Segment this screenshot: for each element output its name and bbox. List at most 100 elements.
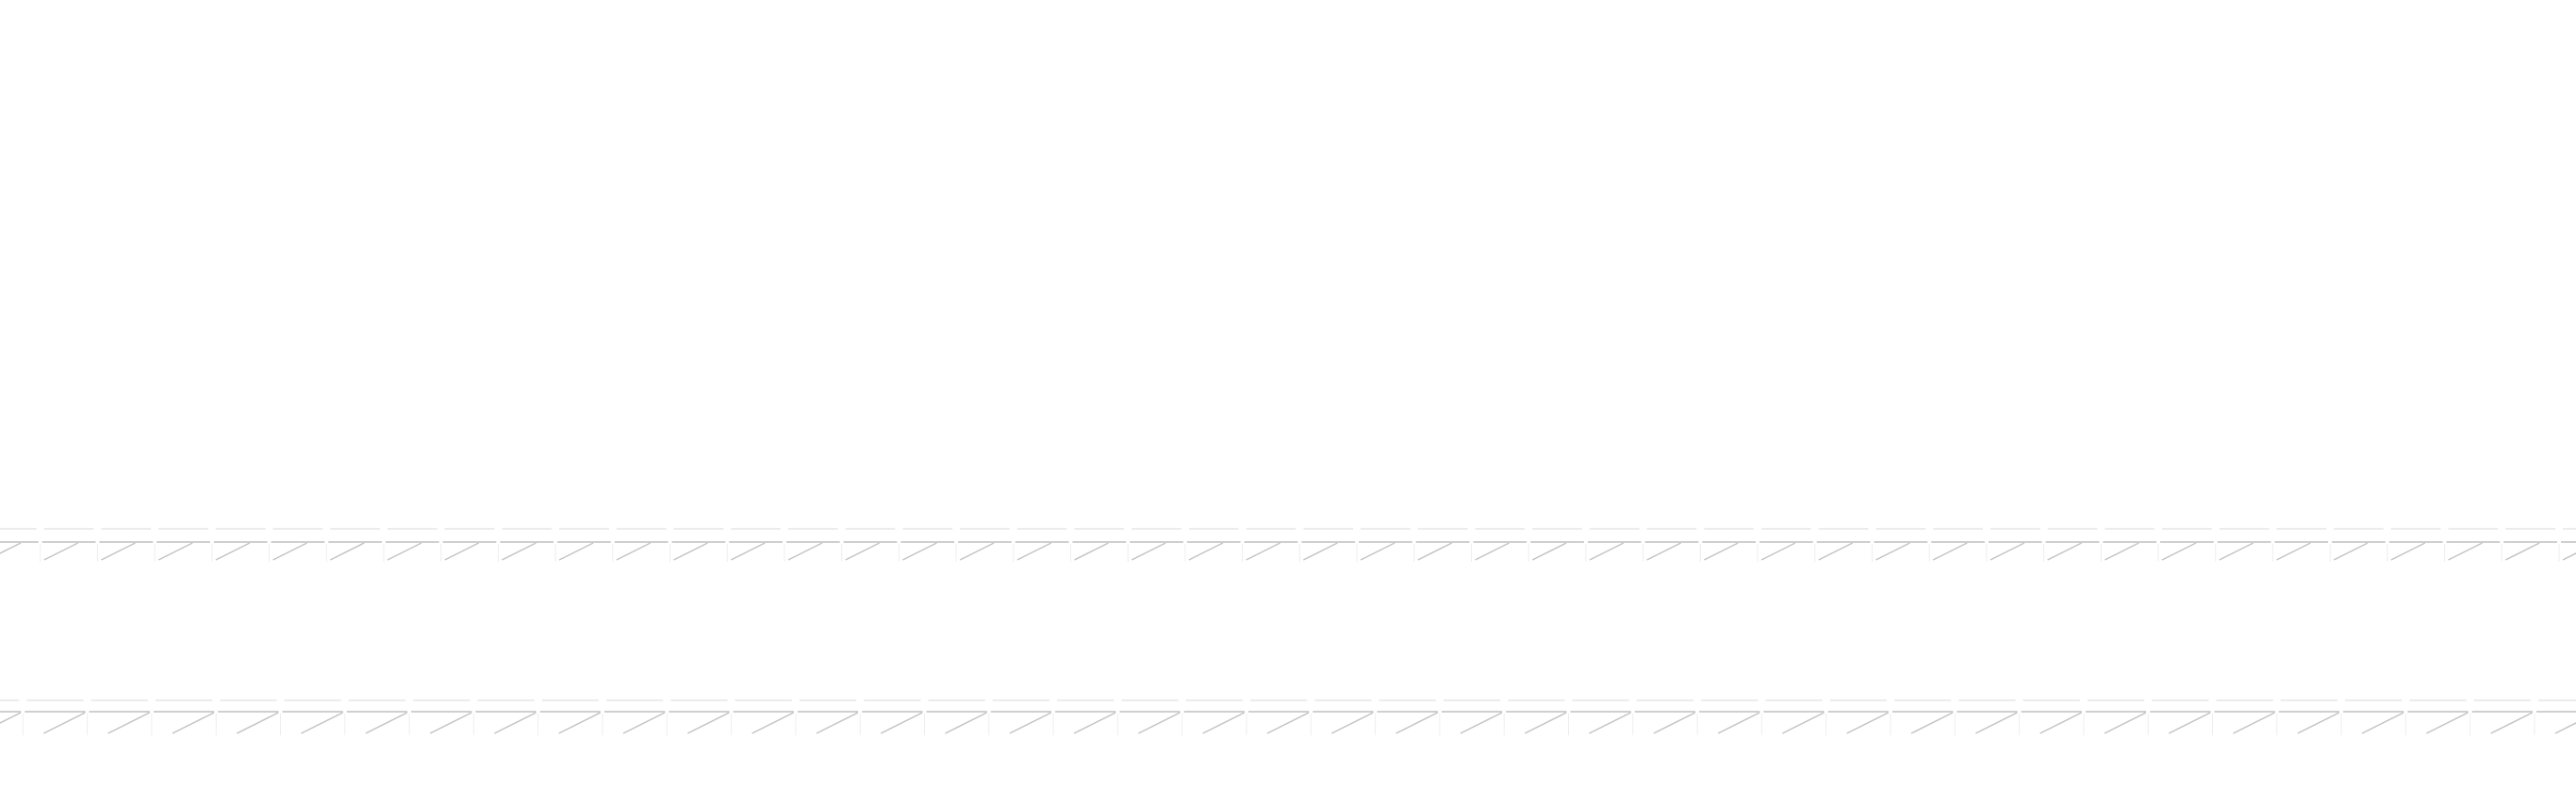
tile-slash (2562, 552, 2576, 561)
track-tile (0, 699, 22, 724)
tile-slash (2047, 542, 2082, 561)
tile-slash (502, 542, 537, 561)
track-tile (1246, 699, 1310, 735)
tiled-track-strip-top (0, 524, 2576, 566)
track-tile (2043, 528, 2100, 562)
tile-slash (1846, 712, 1890, 734)
track-tile (1310, 699, 1374, 735)
tile-slash (616, 542, 652, 561)
tile-slash (2448, 542, 2483, 561)
track-tile (1070, 528, 1127, 562)
tile-slash (2426, 712, 2469, 734)
tile-slash (2219, 542, 2254, 561)
track-tile (1890, 699, 1954, 735)
tile-slash (1246, 542, 1280, 561)
tile-slash (272, 542, 307, 561)
track-tile (1298, 528, 1356, 562)
tile-slash (2490, 712, 2534, 734)
tile-slash (1782, 712, 1825, 734)
track-tile (215, 699, 279, 735)
track-tile (1375, 699, 1438, 735)
tile-slash (236, 712, 279, 734)
tile-slash (2390, 542, 2426, 561)
tile-slash (301, 712, 343, 734)
track-tile (87, 699, 150, 735)
tile-slash (1703, 542, 1739, 561)
tile-slash (387, 542, 422, 561)
track-tile (1184, 528, 1241, 562)
track-tile (1242, 528, 1298, 562)
track-tile (2558, 528, 2576, 562)
track-tile (280, 699, 343, 735)
track-tile (841, 528, 898, 562)
tile-slash (2039, 712, 2082, 734)
tile-slash (1016, 542, 1052, 561)
tile-slash (429, 712, 472, 734)
tile-slash (43, 542, 79, 561)
track-tile (666, 699, 730, 735)
tile-slash (2161, 542, 2197, 561)
tile-slash (2504, 542, 2540, 561)
tile-slash (1131, 542, 1166, 561)
tile-slash (1330, 712, 1374, 734)
tile-slash (172, 712, 215, 734)
track-tile (96, 528, 154, 562)
tile-slash (444, 542, 480, 561)
tile-slash (1646, 542, 1681, 561)
tile-slash (101, 542, 136, 561)
tile-slash (1460, 712, 1503, 734)
track-tile (1356, 528, 1412, 562)
track-tile (151, 699, 215, 735)
track-tile (2329, 528, 2386, 562)
track-tile (154, 528, 210, 562)
track-tile (1643, 528, 1699, 562)
track-tile (408, 699, 472, 735)
tile-slash (42, 712, 86, 734)
track-tile (2534, 699, 2576, 735)
track-tile (1127, 528, 1183, 562)
track-tile (1632, 699, 1696, 735)
tile-slash (494, 712, 537, 734)
track-tile (537, 699, 602, 735)
tile-slash (2361, 712, 2404, 734)
tile-slash (1818, 542, 1854, 561)
track-tile (325, 528, 382, 562)
tile-slash (2233, 712, 2275, 734)
tiled-track-pattern-top (0, 528, 2576, 562)
tile-slash (2333, 542, 2369, 561)
track-tile (988, 699, 1052, 735)
tile-slash (1974, 712, 2018, 734)
tile-slash (157, 542, 193, 561)
tile-slash (1589, 712, 1631, 734)
tiled-track-pattern-bottom (0, 699, 2576, 735)
tile-slash (1524, 712, 1567, 734)
tile-slash (558, 712, 602, 734)
track-tile (784, 528, 840, 562)
track-tile (2019, 699, 2082, 735)
track-tile (2386, 528, 2443, 562)
tile-slash (1589, 542, 1625, 561)
tile-slash (880, 712, 923, 734)
track-tile (440, 528, 497, 562)
tile-slash (1188, 542, 1224, 561)
track-tile (898, 528, 955, 562)
track-tile (2157, 528, 2214, 562)
track-tile (1527, 528, 1584, 562)
tile-slash (1932, 542, 1968, 561)
track-tile (1503, 699, 1567, 735)
tile-slash (1653, 712, 1696, 734)
tile-slash (730, 542, 766, 561)
tile-slash (107, 712, 150, 734)
tile-slash (1138, 712, 1181, 734)
track-tile (955, 528, 1012, 562)
tile-slash (1009, 712, 1052, 734)
track-tile (383, 528, 439, 562)
track-tile (2271, 528, 2329, 562)
tile-slash (1073, 712, 1116, 734)
track-tile (1585, 528, 1642, 562)
track-tile (1181, 699, 1246, 735)
track-tile (612, 528, 669, 562)
track-tile (554, 528, 611, 562)
tile-slash (558, 542, 594, 561)
track-tile (497, 528, 554, 562)
